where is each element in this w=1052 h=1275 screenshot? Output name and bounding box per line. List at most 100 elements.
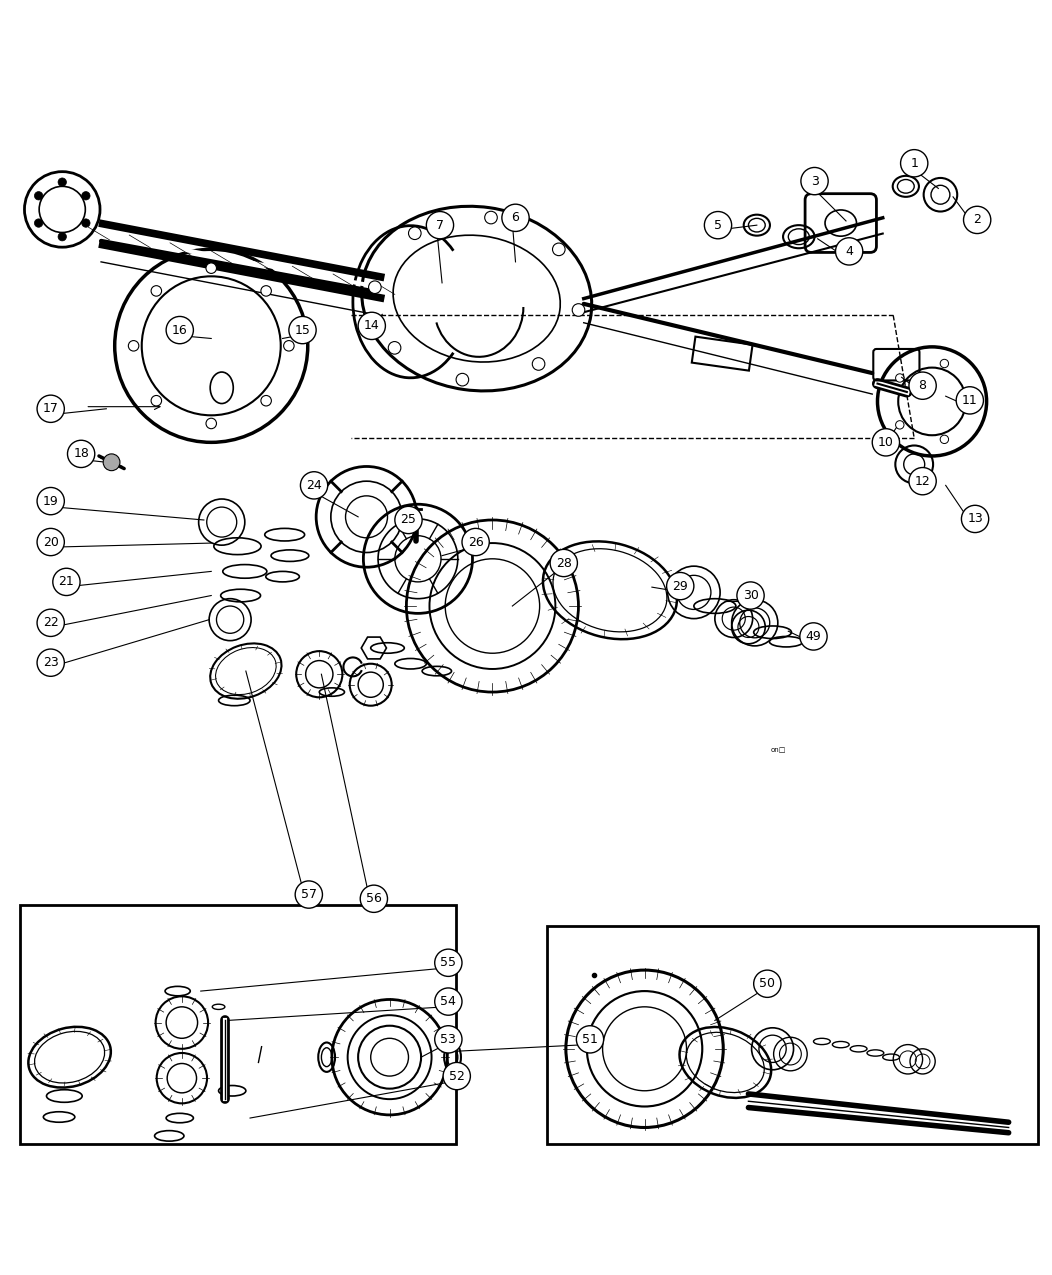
Circle shape [872, 428, 899, 456]
Circle shape [128, 340, 139, 351]
Circle shape [909, 468, 936, 495]
Circle shape [964, 207, 991, 233]
Text: 29: 29 [672, 580, 688, 593]
Text: 28: 28 [555, 556, 571, 570]
Text: 2: 2 [973, 213, 982, 227]
Text: 26: 26 [468, 536, 484, 548]
Circle shape [434, 949, 462, 977]
Text: 23: 23 [43, 657, 59, 669]
Circle shape [58, 179, 66, 186]
Circle shape [151, 395, 162, 405]
Text: 15: 15 [295, 324, 310, 337]
Circle shape [705, 212, 731, 238]
Circle shape [166, 316, 194, 344]
Text: 13: 13 [967, 513, 983, 525]
Circle shape [502, 204, 529, 232]
Circle shape [301, 472, 327, 499]
Circle shape [103, 454, 120, 470]
Circle shape [736, 581, 764, 609]
Circle shape [35, 219, 43, 227]
Text: 25: 25 [401, 514, 417, 527]
Text: 19: 19 [43, 495, 59, 507]
Circle shape [835, 237, 863, 265]
Text: 1: 1 [910, 157, 918, 170]
Text: 54: 54 [441, 994, 457, 1009]
Circle shape [572, 303, 585, 316]
Circle shape [426, 212, 453, 238]
Circle shape [457, 374, 469, 386]
Circle shape [550, 550, 578, 576]
Circle shape [206, 418, 217, 428]
Circle shape [289, 316, 317, 344]
Circle shape [485, 212, 498, 224]
Circle shape [753, 970, 781, 997]
Circle shape [443, 1062, 470, 1090]
Circle shape [53, 569, 80, 595]
Text: 49: 49 [806, 630, 822, 643]
Bar [20, 905, 456, 1144]
Circle shape [800, 622, 827, 650]
Circle shape [368, 280, 381, 293]
Circle shape [901, 149, 928, 177]
Circle shape [408, 227, 421, 240]
Circle shape [37, 395, 64, 422]
Circle shape [462, 528, 489, 556]
Circle shape [962, 505, 989, 533]
Circle shape [940, 360, 949, 367]
Text: 56: 56 [366, 892, 382, 905]
Circle shape [434, 988, 462, 1015]
Circle shape [82, 191, 90, 200]
Circle shape [968, 398, 976, 405]
Circle shape [394, 506, 422, 534]
Text: 52: 52 [449, 1070, 465, 1082]
Text: 5: 5 [714, 218, 722, 232]
Circle shape [576, 1025, 604, 1053]
Circle shape [801, 167, 828, 195]
Circle shape [940, 435, 949, 444]
Text: 10: 10 [878, 436, 894, 449]
Text: 51: 51 [582, 1033, 598, 1045]
Circle shape [284, 340, 295, 351]
Circle shape [358, 312, 385, 339]
Text: 12: 12 [915, 474, 930, 487]
Text: 14: 14 [364, 319, 380, 333]
Circle shape [37, 609, 64, 636]
Text: 53: 53 [441, 1033, 457, 1045]
Text: 17: 17 [43, 403, 59, 416]
Bar [692, 337, 752, 371]
Circle shape [67, 440, 95, 468]
Text: 20: 20 [43, 536, 59, 548]
Text: 55: 55 [441, 956, 457, 969]
Text: 11: 11 [962, 394, 977, 407]
Circle shape [37, 487, 64, 515]
Circle shape [35, 191, 43, 200]
Text: 18: 18 [74, 448, 89, 460]
Circle shape [82, 219, 90, 227]
Bar [547, 926, 1038, 1144]
Circle shape [552, 244, 565, 256]
Circle shape [388, 342, 401, 354]
Text: on□: on□ [770, 747, 786, 752]
Text: 7: 7 [436, 218, 444, 232]
Text: 24: 24 [306, 479, 322, 492]
Circle shape [909, 372, 936, 399]
Circle shape [261, 286, 271, 296]
Circle shape [37, 528, 64, 556]
Circle shape [296, 881, 323, 908]
Circle shape [261, 395, 271, 405]
Circle shape [434, 1025, 462, 1053]
Circle shape [532, 358, 545, 370]
Text: 21: 21 [59, 575, 75, 588]
Text: 22: 22 [43, 616, 59, 630]
Text: 8: 8 [918, 379, 927, 393]
Text: 50: 50 [760, 977, 775, 991]
Circle shape [667, 572, 694, 599]
Circle shape [206, 263, 217, 273]
Text: 30: 30 [743, 589, 758, 602]
Circle shape [895, 374, 904, 382]
Text: 3: 3 [811, 175, 818, 187]
Text: 4: 4 [845, 245, 853, 258]
Circle shape [895, 421, 904, 430]
Circle shape [360, 885, 387, 913]
Text: 16: 16 [171, 324, 187, 337]
